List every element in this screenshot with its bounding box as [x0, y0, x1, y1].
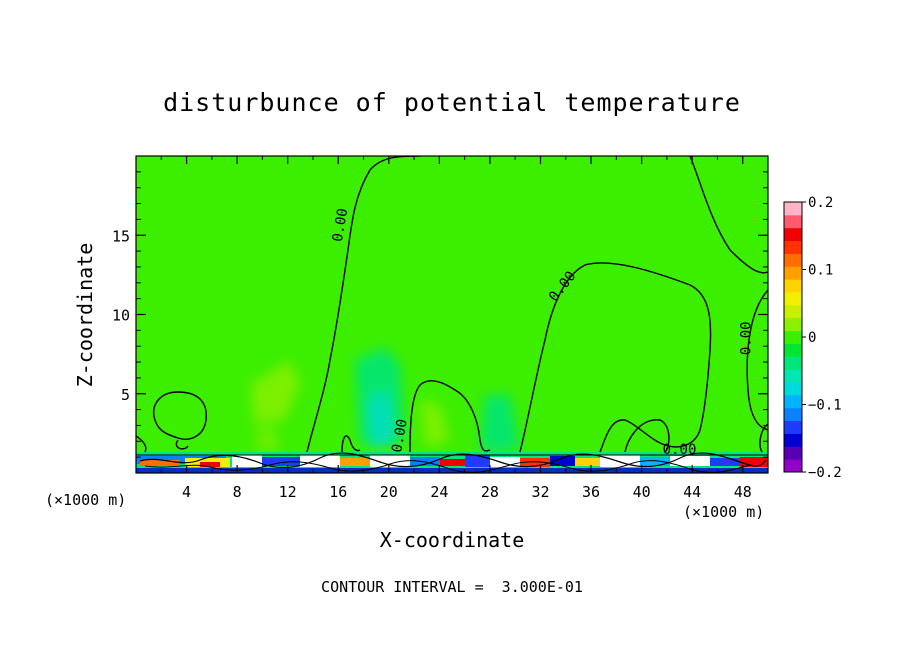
contour-labels: 0.000.000.000.00 0.00 — [330, 207, 754, 458]
colorbar-tick-label: 0.1 — [808, 263, 833, 279]
colorbar-tick-label: −0.2 — [808, 465, 842, 481]
chart-title: disturbunce of potential temperature — [163, 88, 741, 117]
x-tick-label: 20 — [380, 483, 398, 501]
colorbar-swatch — [784, 330, 802, 344]
colorbar-tick-label: 0 — [808, 330, 816, 346]
colorbar-swatch — [784, 304, 802, 319]
colorbar-swatch — [784, 279, 802, 293]
colorbar: 0.2 0.1 0 −0.1 −0.2 — [783, 195, 842, 481]
x-tick-label: 32 — [531, 483, 549, 501]
colorbar-swatch — [784, 369, 802, 383]
colorbar-swatch — [784, 240, 802, 254]
y-tick-label: 15 — [112, 227, 130, 245]
x-tick-label: 36 — [582, 483, 600, 501]
contour-label: 0.00 — [389, 418, 411, 454]
colorbar-tick-label: −0.1 — [808, 398, 842, 414]
colorbar-swatch — [784, 317, 802, 332]
colorbar-swatch — [784, 227, 802, 242]
colorbar-swatch — [784, 420, 802, 434]
colorbar-swatch — [784, 253, 802, 267]
contour-label: 0.00 — [738, 321, 754, 355]
x-tick-label: 28 — [481, 483, 499, 501]
colorbar-swatch — [784, 356, 802, 370]
colorbar-swatch — [784, 446, 802, 460]
x-tick-label: 8 — [233, 483, 242, 501]
plot-area: 0.000.000.000.00 0.00 — [136, 156, 768, 473]
contour-label: 0.00 — [663, 442, 697, 458]
colorbar-swatch — [784, 394, 802, 409]
boundary-layer-band — [136, 452, 768, 473]
colorbar-swatch — [784, 266, 802, 280]
colorbar-swatch — [784, 202, 802, 216]
y-axis-label: Z-coordinate — [73, 243, 97, 388]
colorbar-swatch — [784, 382, 802, 396]
x-tick-label: 12 — [279, 483, 297, 501]
contour-interval-text: CONTOUR INTERVAL = 3.000E-01 — [321, 578, 583, 596]
y-tick-label: 5 — [121, 386, 130, 404]
x-axis: 4 8 12 16 20 24 28 32 36 40 44 48 — [160, 156, 752, 501]
x-unit-left: (×1000 m) — [45, 491, 126, 509]
y-axis: 5 10 15 — [112, 171, 768, 458]
x-tick-label: 40 — [633, 483, 651, 501]
x-tick-label: 16 — [329, 483, 347, 501]
contour-label: 0.00 — [330, 207, 352, 243]
x-tick-label: 44 — [683, 483, 701, 501]
colorbar-tick-label: 0.2 — [808, 195, 833, 211]
y-tick-label: 10 — [112, 307, 130, 325]
x-tick-label: 48 — [734, 483, 752, 501]
colorbar-swatch — [784, 407, 802, 422]
colorbar-swatch — [784, 292, 802, 306]
x-tick-label: 24 — [430, 483, 448, 501]
colorbar-swatch — [784, 343, 802, 357]
x-unit-right: (×1000 m) — [683, 503, 764, 521]
x-axis-label: X-coordinate — [380, 528, 525, 552]
x-tick-label: 4 — [182, 483, 191, 501]
colorbar-swatch — [784, 214, 802, 229]
colorbar-swatch — [784, 459, 802, 473]
colorbar-swatch — [784, 433, 802, 447]
